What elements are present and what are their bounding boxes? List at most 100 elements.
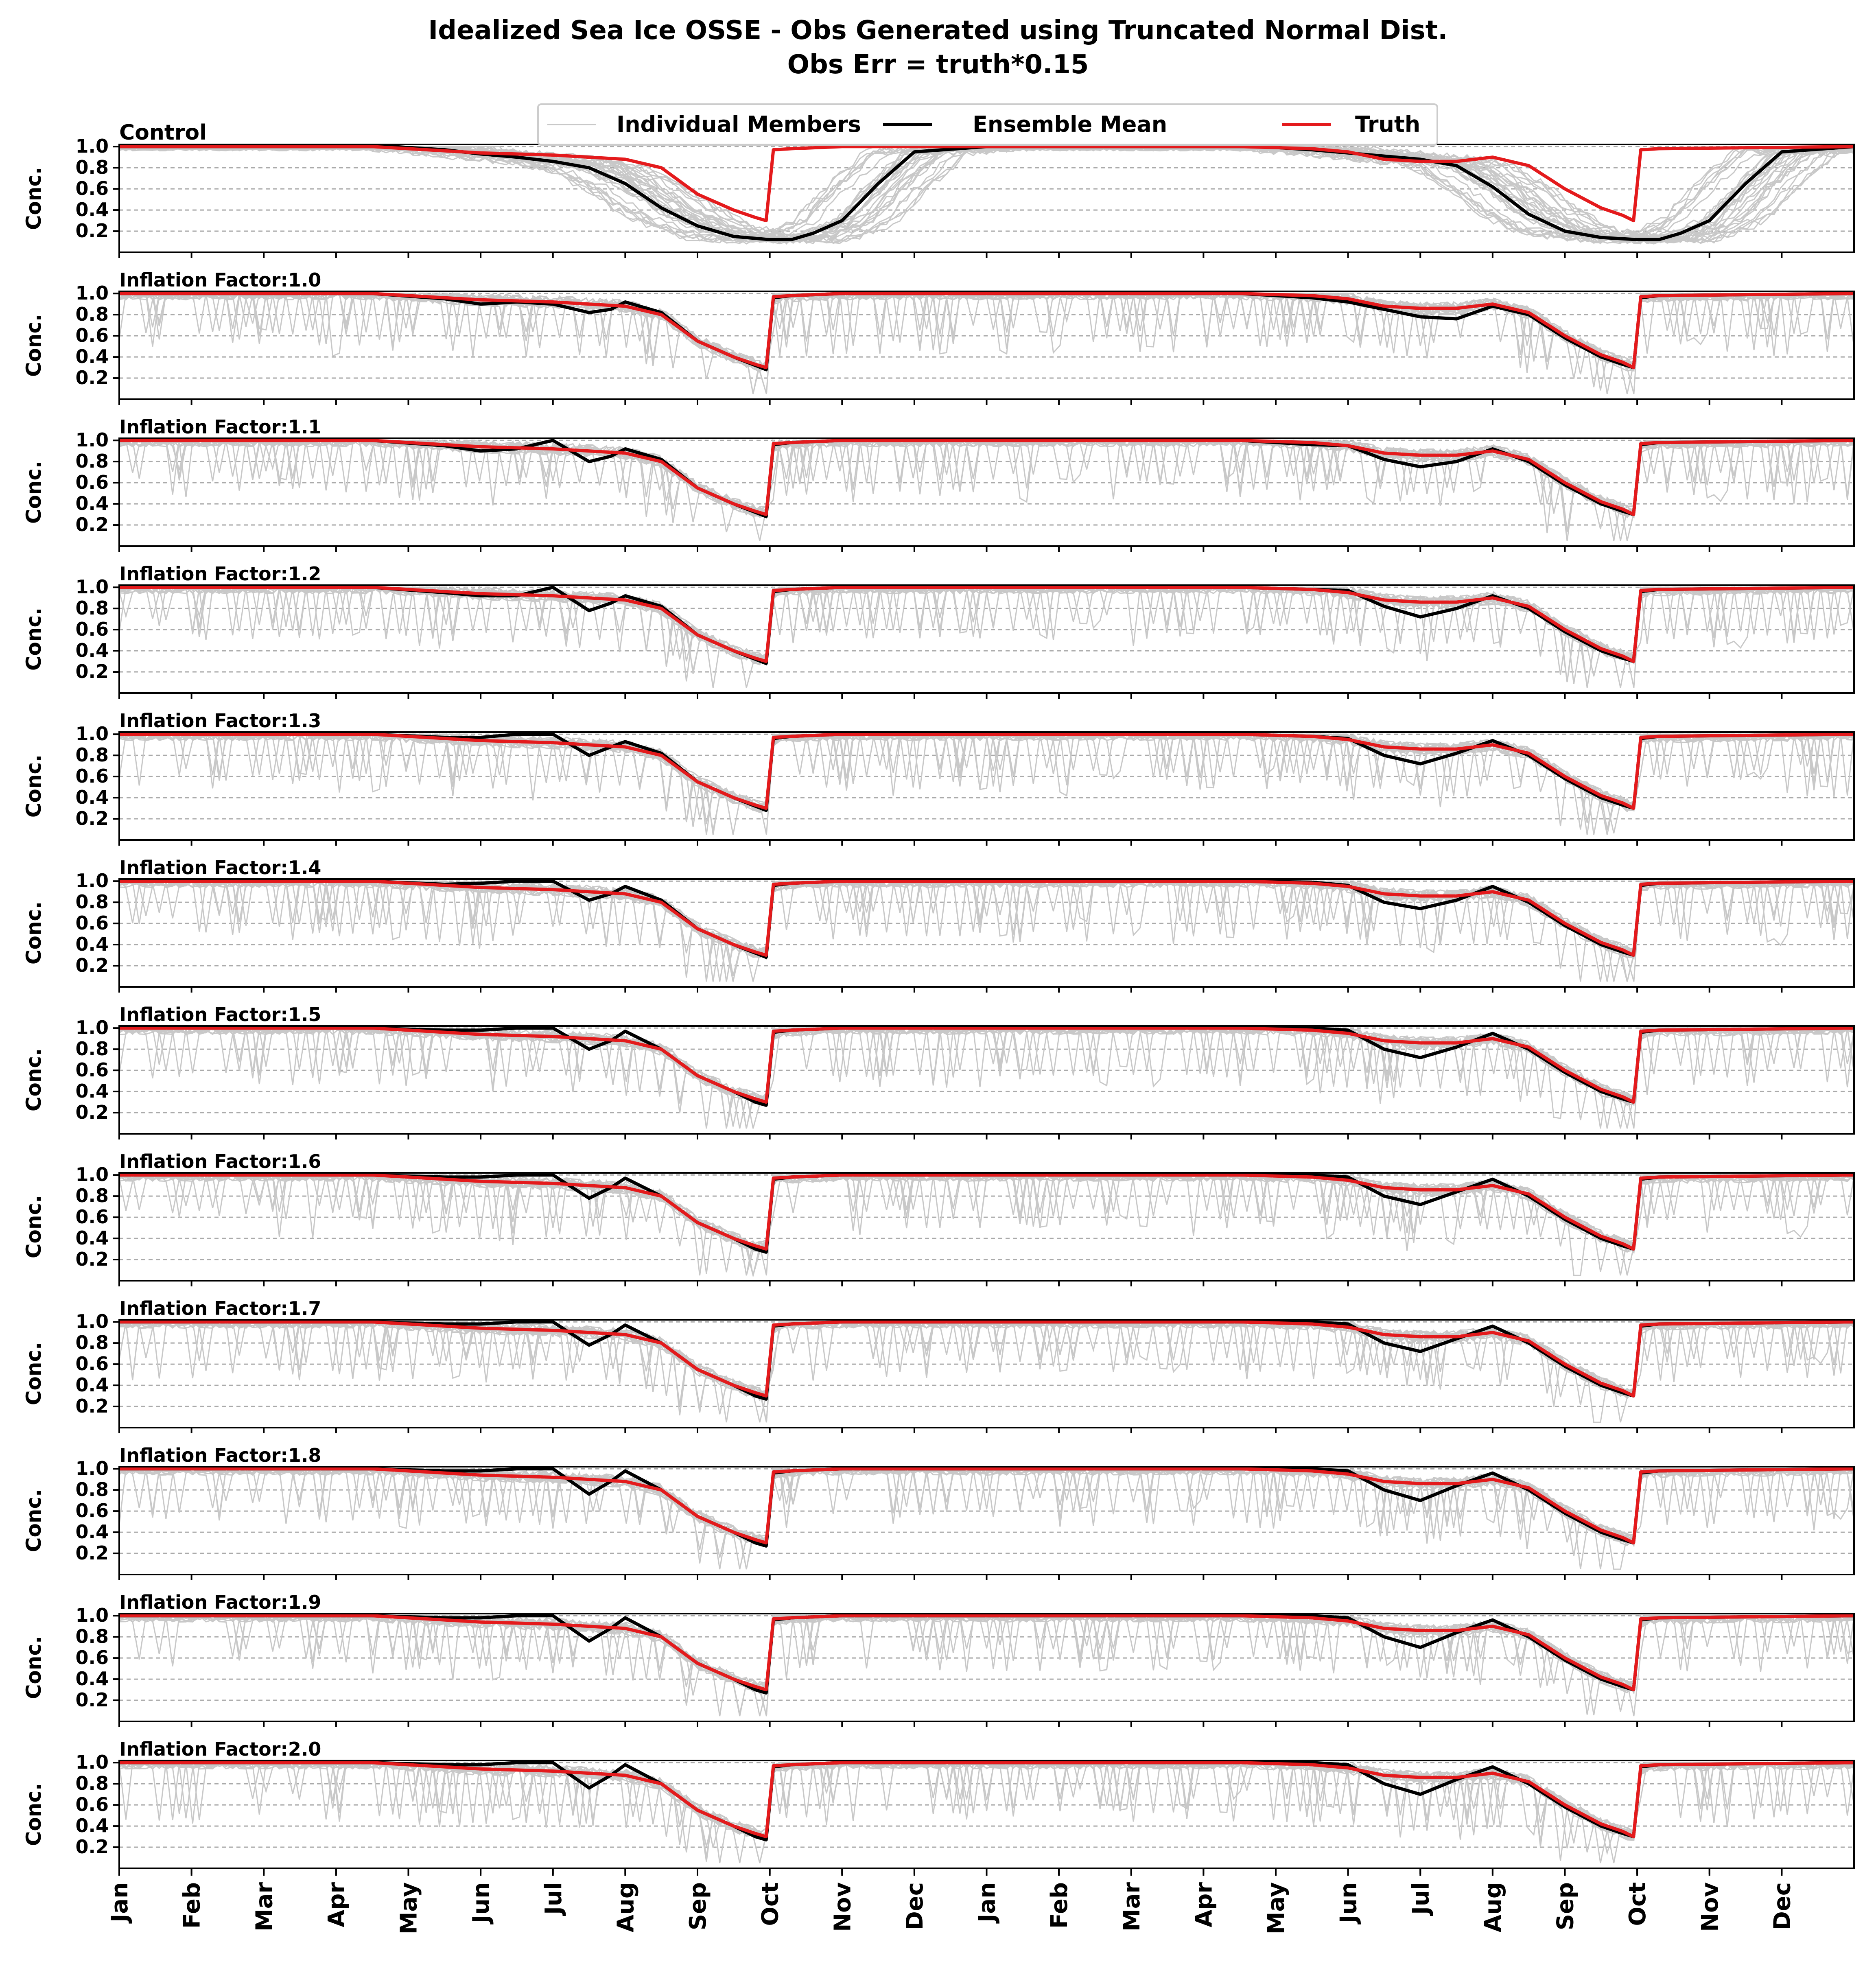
truth-line: [119, 145, 1854, 223]
member-line: [119, 1761, 1854, 1863]
x-tick-label: Jun: [468, 1882, 494, 1925]
panel-label: Inflation Factor:1.8: [119, 1444, 321, 1466]
member-line: [119, 292, 1854, 387]
member-line: [119, 586, 1854, 688]
y-tick-label: 0.2: [76, 514, 109, 536]
truth-line: [119, 1320, 1854, 1398]
member-line: [119, 292, 1854, 371]
truth-line: [119, 1761, 1854, 1839]
truth-line: [119, 879, 1854, 957]
member-line: [119, 1027, 1854, 1106]
member-line: [119, 1174, 1855, 1253]
member-line: [119, 439, 1855, 534]
y-tick-label: 1.0: [76, 282, 109, 304]
y-tick-label: 0.8: [76, 1332, 109, 1354]
y-tick-label: 0.6: [76, 1647, 109, 1669]
panel-4: 0.20.40.60.81.0 Conc. Inflation Factor:1.3: [22, 710, 1855, 846]
member-line: [119, 1467, 1855, 1556]
y-tick-label: 1.0: [76, 723, 109, 745]
member-line: [119, 1174, 1854, 1276]
panel-6: 0.20.40.60.81.0 Conc. Inflation Factor:1.5: [22, 1004, 1855, 1139]
member-line: [119, 292, 1854, 372]
panel-label: Inflation Factor:1.5: [119, 1004, 321, 1026]
y-tick-label: 0.2: [76, 660, 109, 682]
y-axis-label: Conc.: [22, 1048, 46, 1111]
y-tick-label: 0.8: [76, 303, 109, 325]
member-line: [119, 292, 1854, 394]
member-line: [119, 1027, 1854, 1129]
y-tick-label: 0.4: [76, 1080, 109, 1102]
y-tick-label: 1.0: [76, 1751, 109, 1773]
member-line: [118, 292, 1855, 372]
member-line: [119, 880, 1854, 982]
panel-label: Inflation Factor:1.3: [119, 710, 321, 732]
y-tick-label: 0.6: [76, 912, 109, 934]
x-tick-label: Dec: [1769, 1882, 1795, 1930]
legend-label: Truth: [1355, 112, 1420, 137]
x-tick-label: Feb: [179, 1882, 206, 1929]
member-line: [119, 1027, 1854, 1119]
member-line: [119, 1321, 1854, 1423]
member-line: [119, 880, 1854, 982]
member-line: [118, 1027, 1854, 1129]
x-tick-label: Nov: [829, 1882, 856, 1932]
member-line: [119, 1027, 1855, 1129]
x-tick-label: Apr: [324, 1882, 350, 1927]
x-tick-label: Mar: [251, 1882, 278, 1932]
legend-label: Ensemble Mean: [973, 112, 1167, 137]
member-line: [119, 1174, 1854, 1276]
member-line: [119, 880, 1854, 982]
legend-box: [537, 103, 1438, 146]
x-tick-label: Oct: [1625, 1882, 1651, 1926]
truth-line: [119, 1467, 1854, 1545]
y-tick-label: 0.2: [76, 1542, 109, 1564]
member-line: [119, 586, 1854, 677]
y-axis-label: Conc.: [22, 1342, 46, 1405]
y-tick-label: 0.8: [76, 1478, 109, 1500]
member-line: [119, 1467, 1854, 1570]
member-line: [118, 586, 1854, 667]
member-line: [119, 292, 1854, 373]
member-line: [119, 1321, 1854, 1416]
x-tick-label: Nov: [1697, 1882, 1723, 1932]
y-tick-label: 0.6: [76, 765, 109, 787]
y-tick-label: 0.2: [76, 220, 109, 242]
member-line: [119, 439, 1854, 541]
member-line: [119, 1467, 1854, 1558]
panel-11: 0.20.40.60.81.0 Conc. Inflation Factor:2.0: [22, 1738, 1855, 1874]
ensemble-mean-line: [119, 292, 1854, 372]
member-line: [119, 1027, 1855, 1129]
ensemble-mean-line: [119, 439, 1854, 518]
member-line: [119, 440, 1854, 533]
member-line: [119, 1321, 1854, 1423]
y-tick-label: 0.8: [76, 597, 109, 619]
member-line: [119, 1468, 1854, 1570]
x-tick-label: Mar: [1119, 1882, 1145, 1932]
y-tick-label: 0.2: [76, 1101, 109, 1123]
member-line: [119, 586, 1854, 688]
y-tick-label: 0.6: [76, 618, 109, 640]
member-line: [119, 1174, 1854, 1276]
y-tick-label: 0.4: [76, 1227, 109, 1249]
panel-label: Inflation Factor:1.2: [119, 563, 321, 585]
x-tick-label: Oct: [757, 1882, 784, 1926]
ensemble-mean-line: [119, 1026, 1854, 1107]
y-tick-label: 0.8: [76, 891, 109, 913]
member-line: [119, 439, 1854, 520]
panel-frame: [118, 437, 1855, 547]
y-tick-label: 0.4: [76, 933, 109, 955]
panel-frame: [118, 1466, 1855, 1575]
member-line: [119, 1614, 1854, 1693]
member-line: [119, 292, 1854, 394]
member-line: [119, 1174, 1854, 1253]
y-axis-label: Conc.: [22, 1636, 46, 1699]
y-tick-label: 0.4: [76, 1815, 109, 1837]
member-line: [119, 1614, 1854, 1717]
y-tick-label: 0.2: [76, 807, 109, 829]
y-axis-label: Conc.: [22, 608, 46, 671]
y-axis-label: Conc.: [22, 167, 46, 230]
member-line: [119, 1027, 1854, 1129]
member-line: [119, 1027, 1854, 1129]
y-tick-label: 0.4: [76, 1521, 109, 1543]
